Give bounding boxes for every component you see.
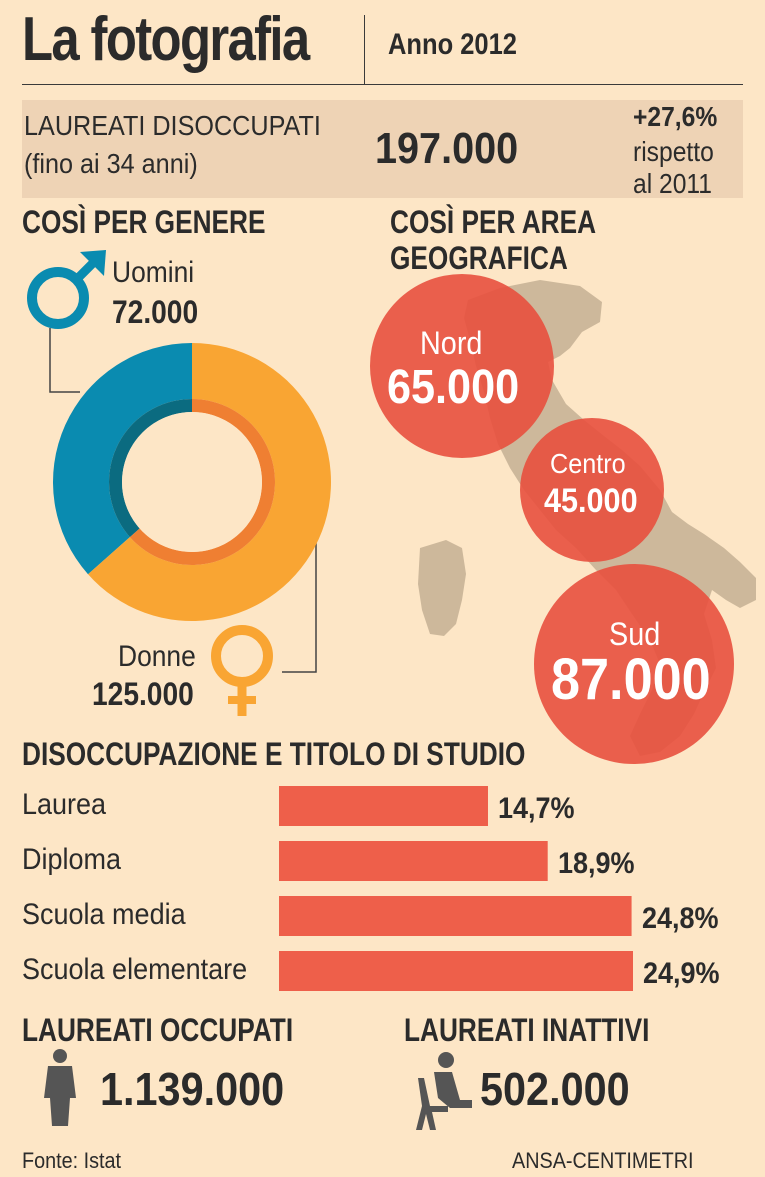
donut-inner-ring-donne bbox=[129, 399, 275, 565]
summary-change-year: al 2011 bbox=[633, 168, 713, 199]
education-bar bbox=[279, 841, 548, 881]
sud-value: 87.000 bbox=[551, 647, 711, 712]
page-title: La fotografia bbox=[22, 5, 310, 74]
nord-label: Nord bbox=[420, 325, 483, 361]
centro-bubble bbox=[520, 418, 664, 562]
education-category-label: Laurea bbox=[22, 788, 107, 821]
nord-bubble bbox=[370, 274, 554, 458]
employed-value: 1.139.000 bbox=[100, 1063, 285, 1115]
sardinia-shape bbox=[418, 540, 466, 636]
inactive-title: LAUREATI INATTIVI bbox=[404, 1012, 650, 1048]
donut-hole bbox=[122, 412, 262, 552]
sud-bubble bbox=[534, 564, 734, 764]
header-divider bbox=[364, 15, 365, 85]
credit-note: ANSA-CENTIMETRI bbox=[512, 1148, 694, 1173]
education-value-label: 24,8% bbox=[641, 902, 719, 935]
education-bar bbox=[279, 786, 488, 826]
education-value-label: 24,9% bbox=[643, 957, 720, 990]
donut-slice-donne bbox=[88, 343, 332, 621]
header-rule bbox=[22, 84, 743, 85]
summary-sublabel: (fino ai 34 anni) bbox=[24, 148, 198, 179]
centro-value: 45.000 bbox=[544, 482, 638, 520]
summary-total: 197.000 bbox=[375, 124, 519, 173]
education-section-title: DISOCCUPAZIONE E TITOLO DI STUDIO bbox=[22, 736, 526, 772]
summary-label: LAUREATI DISOCCUPATI bbox=[24, 110, 321, 141]
source-note: Fonte: Istat bbox=[22, 1148, 122, 1173]
person-standing-icon bbox=[44, 1049, 76, 1126]
men-value: 72.000 bbox=[112, 294, 199, 330]
summary-box bbox=[22, 100, 743, 198]
men-leader-line bbox=[49, 328, 80, 393]
nord-value: 65.000 bbox=[387, 361, 520, 414]
education-bar bbox=[279, 896, 632, 936]
education-category-label: Diploma bbox=[22, 843, 122, 876]
women-label: Donne bbox=[118, 640, 196, 673]
area-section-title-line2: GEOGRAFICA bbox=[390, 240, 568, 276]
education-bar bbox=[279, 951, 633, 991]
centro-label: Centro bbox=[550, 448, 626, 479]
male-icon bbox=[27, 250, 106, 329]
year-label: Anno 2012 bbox=[388, 28, 517, 61]
donut-slice-uomini bbox=[52, 343, 192, 575]
women-value: 125.000 bbox=[92, 676, 194, 712]
men-label: Uomini bbox=[112, 256, 195, 289]
employed-title: LAUREATI OCCUPATI bbox=[22, 1012, 294, 1048]
women-leader-line bbox=[282, 542, 317, 673]
education-category-label: Scuola media bbox=[22, 898, 186, 931]
education-bars bbox=[279, 786, 633, 991]
person-seated-icon bbox=[416, 1052, 472, 1130]
sud-label: Sud bbox=[609, 616, 661, 652]
inactive-value: 502.000 bbox=[480, 1063, 630, 1115]
gender-donut bbox=[52, 343, 332, 621]
summary-change: +27,6% bbox=[633, 101, 718, 132]
area-section-title: COSÌ PER AREA bbox=[390, 204, 597, 240]
female-icon bbox=[211, 625, 273, 716]
summary-change-text: rispetto bbox=[633, 136, 714, 167]
education-category-label: Scuola elementare bbox=[22, 953, 248, 986]
education-value-label: 14,7% bbox=[497, 792, 575, 825]
gender-section-title: COSÌ PER GENERE bbox=[22, 204, 266, 240]
education-value-label: 18,9% bbox=[557, 847, 635, 880]
donut-inner-ring-uomini bbox=[108, 399, 192, 538]
